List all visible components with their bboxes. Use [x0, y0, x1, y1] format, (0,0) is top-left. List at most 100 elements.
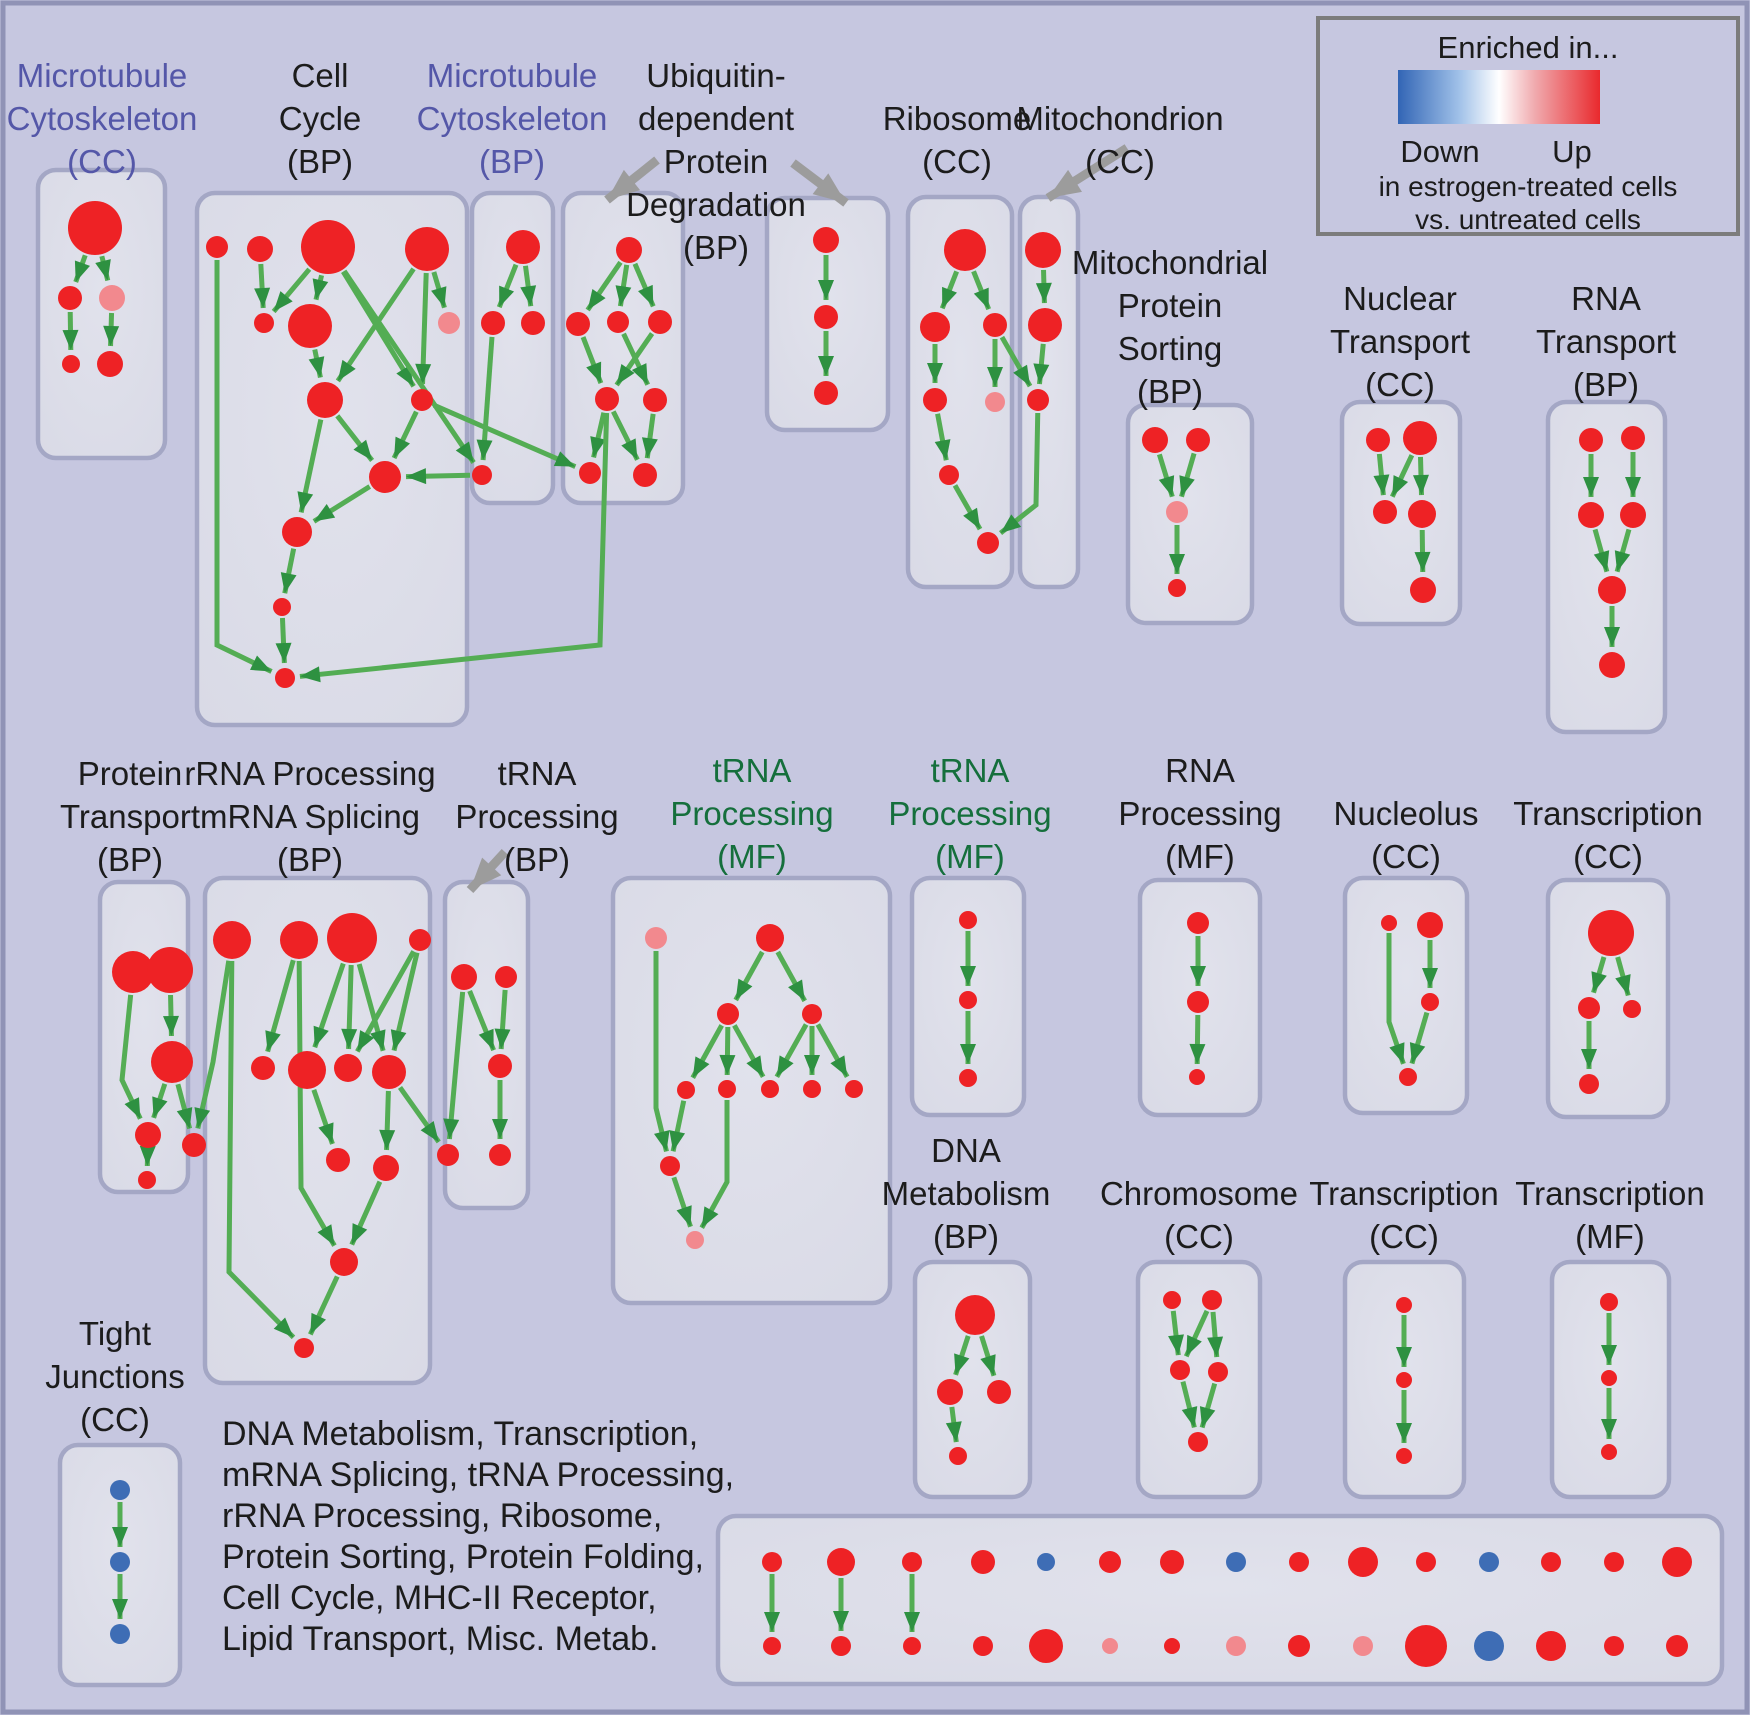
gene-set-node	[1474, 1631, 1504, 1661]
group-label-microtubule-cytoskeleton-cc: Microtubule Cytoskeleton (CC)	[7, 57, 198, 180]
gene-set-node	[831, 1636, 851, 1656]
group-box-dna-metabolism-bp	[912, 1259, 1033, 1500]
gene-set-node	[326, 1148, 350, 1172]
layer-nodes	[58, 201, 1692, 1667]
edge-trna-processing-mf-1	[774, 1023, 809, 1079]
edge-nuclear-transport-cc	[1412, 456, 1429, 496]
gene-set-node	[607, 311, 629, 333]
edge-trna-processing-bp	[494, 989, 511, 1050]
edge-ribosome-cc	[939, 270, 959, 310]
edge-trna-processing-mf-1	[719, 1026, 736, 1076]
legend-gradient-bar	[1398, 70, 1600, 124]
footnote-text-line: Protein Sorting, Protein Folding,	[222, 1538, 704, 1576]
group-label-line: Processing	[455, 798, 618, 835]
gene-set-node	[920, 312, 950, 342]
group-label-line: (CC)	[922, 143, 992, 180]
group-label-line: Nucleolus	[1334, 795, 1479, 832]
group-label-line: mRNA Splicing	[200, 798, 420, 835]
edge-rrna-processing-mrna-splicing-bp	[355, 950, 416, 1053]
cross-box-edge	[397, 1086, 441, 1144]
layer-edges	[62, 144, 1641, 1632]
edge-trna-processing-mf-1	[815, 1023, 850, 1079]
gene-set-node	[977, 532, 999, 554]
edge-cell-cycle-bp	[254, 263, 271, 309]
edge-nuclear-transport-cc	[1390, 454, 1415, 498]
edge-trna-processing-mf-1	[690, 1024, 724, 1079]
edge-ubiquitin-dependent-protein-degradation-bp	[585, 260, 623, 312]
gene-set-node	[1588, 910, 1634, 956]
gene-set-node	[648, 310, 672, 334]
edge-protein-transport-bp	[151, 1083, 168, 1119]
edge-rrna-processing-mrna-splicing-bp	[356, 963, 386, 1052]
group-label-line: (BP)	[97, 841, 163, 878]
gene-set-node	[827, 1548, 855, 1576]
group-label-line: (CC)	[1164, 1218, 1234, 1255]
group-label-line: Chromosome	[1100, 1175, 1298, 1212]
gene-set-node	[1226, 1636, 1246, 1656]
gene-set-node	[62, 355, 80, 373]
gene-set-node	[301, 220, 355, 274]
edge-cell-cycle-bp	[312, 274, 329, 301]
gene-set-node	[405, 227, 449, 271]
gene-set-node	[1099, 1551, 1121, 1573]
gene-set-node	[369, 461, 401, 493]
gene-set-node	[813, 227, 839, 253]
group-label-line: RNA	[1571, 280, 1641, 317]
group-label-line: (MF)	[935, 838, 1005, 875]
edge-mitochondrial-protein-sorting-bp	[1179, 452, 1197, 498]
edge-cell-cycle-bp	[297, 419, 324, 513]
group-box-microtubule-cytoskeleton-cc	[35, 167, 168, 461]
edge-cell-cycle-bp	[431, 271, 447, 309]
gene-set-node	[1403, 421, 1437, 455]
group-label-dna-metabolism-bp: DNA Metabolism (BP)	[882, 1132, 1051, 1255]
ubiquitin-label-arrow-right	[790, 159, 849, 207]
gene-set-node	[1164, 1638, 1180, 1654]
gene-set-node	[1536, 1631, 1566, 1661]
edge-cell-cycle-bp	[335, 414, 375, 462]
group-label-line: (BP)	[479, 143, 545, 180]
gene-set-node	[251, 1056, 275, 1080]
edge-microtubule-cytoskeleton-bp	[476, 336, 495, 461]
gene-set-node	[959, 1069, 977, 1087]
group-label-ubiquitin-dependent-protein-degradation-bp: Ubiquitin-dependent Protein Degradation (BP…	[626, 57, 806, 266]
group-label-mitochondrion-cc: Mitochondrion (CC)	[1016, 100, 1223, 180]
gene-set-node	[1579, 428, 1603, 452]
gene-set-node	[1416, 1552, 1436, 1572]
edge-rrna-processing-mrna-splicing-bp	[312, 962, 346, 1049]
group-label-line: Microtubule	[427, 57, 598, 94]
group-label-ribosome-cc: Ribosome (CC)	[883, 100, 1032, 180]
gene-set-node	[254, 313, 274, 333]
gene-set-node	[99, 285, 125, 311]
gene-set-node	[814, 381, 838, 405]
gene-set-node	[451, 964, 477, 990]
group-label-line: Microtubule	[17, 57, 188, 94]
group-label-line: Transport	[1536, 323, 1676, 360]
edge-nucleolus-cc	[1409, 1011, 1430, 1065]
footnote-text-line: mRNA Splicing, tRNA Processing,	[222, 1456, 734, 1494]
edge-rrna-processing-mrna-splicing-bp	[311, 1089, 335, 1145]
gene-set-node	[1163, 1291, 1181, 1309]
edge-ubiquitin-dependent-protein-degradation-bp	[580, 336, 604, 385]
edge-microtubule-cytoskeleton-cc	[103, 312, 120, 347]
edge-rna-processing-mf	[1189, 1014, 1206, 1065]
group-label-line: tRNA	[713, 752, 792, 789]
gene-set-node	[923, 388, 947, 412]
group-label-line: (BP)	[277, 841, 343, 878]
cross-box-edge	[998, 412, 1041, 536]
group-box-misc-categories	[715, 1513, 1725, 1687]
edge-cell-cycle-bp	[271, 267, 312, 314]
edge-cell-cycle-bp	[280, 548, 297, 594]
legend-title: Enriched in...	[1438, 30, 1619, 65]
edge-ubiquitin-dependent-protein-degradation-bp	[615, 264, 632, 307]
footnote-text-line: Cell Cycle, MHC-II Receptor,	[222, 1579, 657, 1617]
layer-boxes	[35, 167, 1725, 1688]
group-label-line: Cytoskeleton	[417, 100, 608, 137]
group-label-line: Transcription	[1309, 1175, 1499, 1212]
mitochondrion-label-arrow	[1045, 144, 1130, 202]
group-label-line: (CC)	[1085, 143, 1155, 180]
gene-set-node	[1579, 1074, 1599, 1094]
edge-cell-cycle-bp	[214, 260, 273, 674]
gene-set-node	[97, 351, 123, 377]
edge-trna-processing-mf-1	[653, 951, 670, 1153]
gene-set-node	[579, 462, 601, 484]
